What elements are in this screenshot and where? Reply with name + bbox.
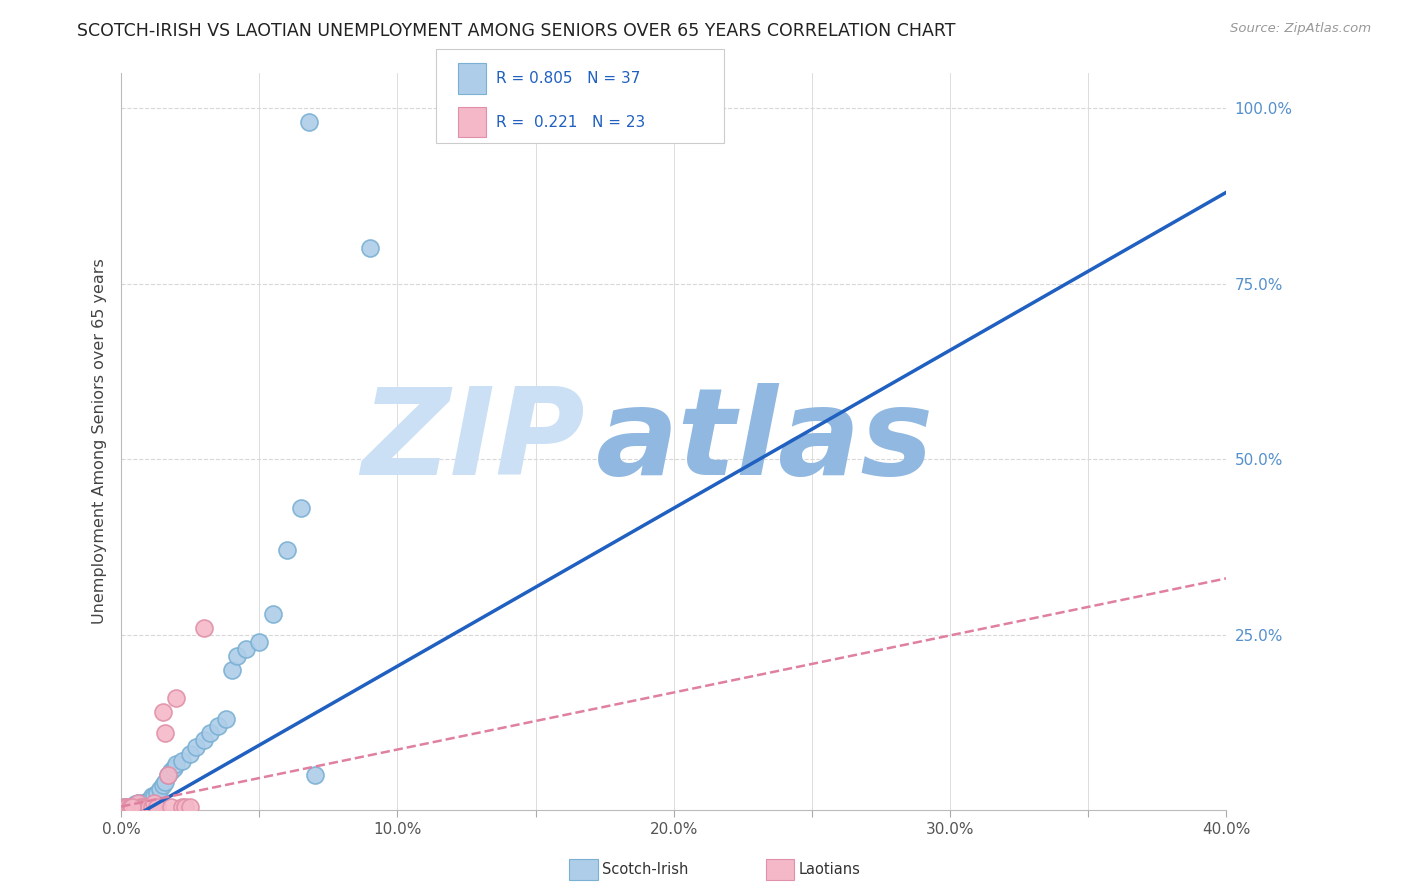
Point (179, 799, 201, 814)
Point (132, 796, 155, 810)
Point (198, 726, 221, 740)
Point (276, 543, 298, 558)
Point (143, 796, 166, 810)
Point (215, 712, 238, 726)
Point (132, 799, 155, 814)
Text: Scotch-Irish: Scotch-Irish (602, 863, 688, 877)
Point (221, 663, 243, 677)
Point (135, 795, 157, 809)
Point (166, 690, 188, 705)
Point (138, 799, 160, 814)
Point (160, 799, 183, 814)
Point (207, 719, 229, 733)
Point (141, 789, 163, 803)
Point (124, 799, 146, 814)
Point (141, 799, 163, 814)
Point (157, 768, 180, 782)
Text: SCOTCH-IRISH VS LAOTIAN UNEMPLOYMENT AMONG SENIORS OVER 65 YEARS CORRELATION CHA: SCOTCH-IRISH VS LAOTIAN UNEMPLOYMENT AMO… (77, 22, 956, 40)
Text: Laotians: Laotians (799, 863, 860, 877)
Point (184, 739, 207, 754)
Point (129, 797, 152, 812)
Point (115, 799, 138, 814)
Point (193, 732, 215, 747)
Point (163, 761, 186, 775)
Point (112, 799, 135, 814)
Point (179, 747, 201, 761)
Point (155, 726, 177, 740)
Point (298, 115, 321, 129)
Point (262, 607, 284, 621)
Point (121, 799, 143, 814)
Point (129, 799, 152, 814)
Text: ZIP: ZIP (361, 383, 585, 500)
Point (112, 799, 135, 814)
Point (235, 641, 257, 656)
Point (121, 799, 143, 814)
Text: R =  0.221   N = 23: R = 0.221 N = 23 (496, 115, 645, 129)
Point (290, 501, 312, 516)
Point (304, 768, 326, 782)
Text: Source: ZipAtlas.com: Source: ZipAtlas.com (1230, 22, 1371, 36)
Point (155, 775, 177, 789)
Point (124, 797, 146, 812)
Text: atlas: atlas (596, 383, 935, 500)
Point (160, 764, 183, 779)
Point (157, 768, 180, 782)
Point (170, 799, 193, 814)
Point (193, 621, 215, 635)
Point (152, 779, 174, 793)
Point (152, 705, 174, 719)
Point (226, 648, 249, 663)
Point (170, 754, 193, 768)
Point (143, 789, 166, 803)
Point (146, 785, 169, 799)
Point (127, 796, 149, 810)
Point (149, 782, 172, 797)
Point (118, 799, 141, 814)
Point (146, 799, 169, 814)
Point (115, 799, 138, 814)
Point (138, 792, 160, 806)
Point (121, 799, 143, 814)
Point (166, 757, 188, 772)
Point (173, 799, 195, 814)
Point (118, 799, 141, 814)
Point (359, 242, 381, 256)
Text: R = 0.805   N = 37: R = 0.805 N = 37 (496, 71, 641, 86)
Point (127, 796, 149, 810)
Point (135, 799, 157, 814)
Y-axis label: Unemployment Among Seniors over 65 years: Unemployment Among Seniors over 65 years (93, 259, 107, 624)
Point (247, 634, 270, 648)
